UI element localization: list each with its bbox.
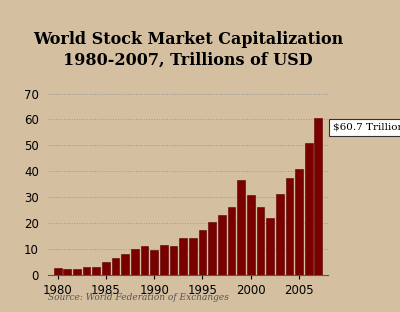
Bar bbox=[131, 250, 139, 275]
Bar bbox=[112, 258, 120, 275]
Bar bbox=[121, 254, 129, 275]
Bar bbox=[208, 222, 216, 275]
Bar bbox=[314, 118, 322, 275]
Bar bbox=[54, 268, 62, 275]
Bar bbox=[160, 245, 168, 275]
Bar bbox=[150, 250, 158, 275]
Bar bbox=[73, 269, 81, 275]
Bar bbox=[228, 207, 235, 275]
Text: $60.7 Trillion: $60.7 Trillion bbox=[333, 123, 400, 132]
Bar bbox=[286, 178, 293, 275]
Bar bbox=[102, 262, 110, 275]
Bar bbox=[141, 246, 148, 275]
Text: Source: World Federation of Exchanges: Source: World Federation of Exchanges bbox=[48, 293, 229, 301]
Bar bbox=[92, 267, 100, 275]
Bar bbox=[83, 267, 90, 275]
Bar bbox=[305, 143, 312, 275]
Bar bbox=[237, 180, 245, 275]
Bar bbox=[256, 207, 264, 275]
Bar bbox=[199, 230, 206, 275]
Bar bbox=[276, 194, 284, 275]
Text: World Stock Market Capitalization
1980-2007, Trillions of USD: World Stock Market Capitalization 1980-2… bbox=[33, 31, 343, 69]
Bar bbox=[170, 246, 177, 275]
Bar bbox=[179, 238, 187, 275]
Bar bbox=[64, 269, 71, 275]
Bar bbox=[247, 195, 255, 275]
Bar bbox=[189, 238, 197, 275]
Bar bbox=[266, 218, 274, 275]
Bar bbox=[218, 215, 226, 275]
Bar bbox=[295, 168, 303, 275]
